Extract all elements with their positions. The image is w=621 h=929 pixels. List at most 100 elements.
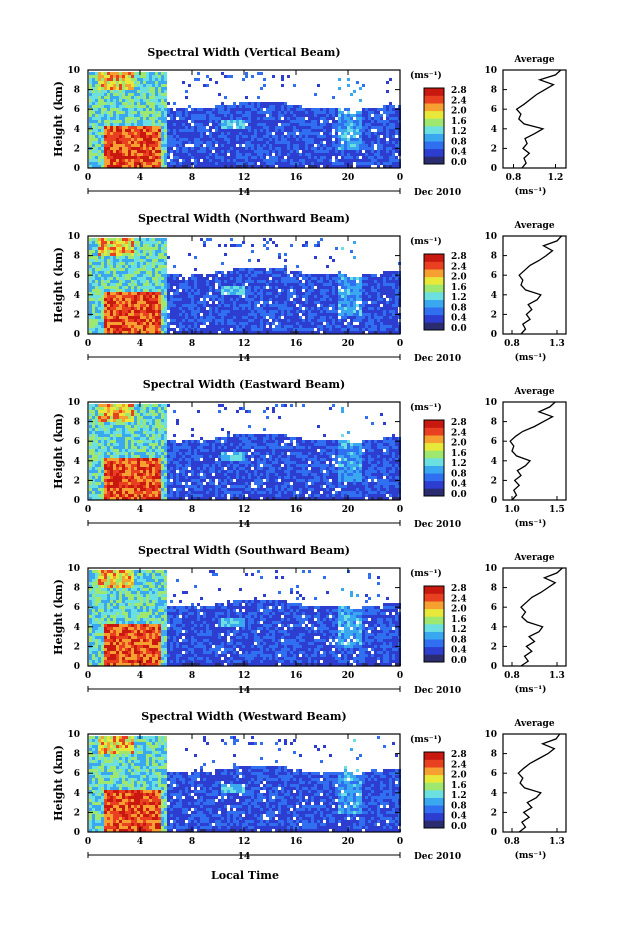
heatmap-cell — [248, 117, 251, 120]
heatmap-cell — [332, 316, 335, 319]
heatmap-cell — [260, 277, 263, 280]
heatmap-cell — [224, 325, 227, 328]
heatmap-cell — [242, 316, 245, 319]
heatmap-cell — [242, 150, 245, 153]
heatmap-cell — [149, 292, 152, 295]
heatmap-cell — [152, 153, 155, 156]
heatmap-cell — [299, 271, 302, 274]
heatmap-cell — [266, 105, 269, 108]
heatmap-cell — [104, 138, 107, 141]
heatmap-cell — [302, 331, 305, 334]
heatmap-cell — [263, 271, 266, 274]
heatmap-cell — [155, 165, 158, 168]
heatmap-cell — [101, 117, 104, 120]
heatmap-cell — [182, 313, 185, 316]
heatmap-cell — [371, 283, 374, 286]
heatmap-cell — [137, 250, 140, 253]
heatmap-cell — [296, 328, 299, 331]
heatmap-cell — [104, 253, 107, 256]
heatmap-cell — [278, 108, 281, 111]
heatmap-cell — [386, 307, 389, 310]
heatmap-cell — [206, 156, 209, 159]
heatmap-cell — [338, 283, 341, 286]
heatmap-cell — [254, 117, 257, 120]
heatmap-cell — [365, 165, 368, 168]
heatmap-cell — [278, 102, 281, 105]
heatmap-cell — [260, 331, 263, 334]
heatmap-cell — [182, 135, 185, 138]
heatmap-cell — [146, 81, 149, 84]
heatmap-cell — [272, 298, 275, 301]
heatmap-cell — [335, 150, 338, 153]
heatmap-cell — [104, 90, 107, 93]
heatmap-cell — [335, 325, 338, 328]
heatmap-cell — [395, 271, 398, 274]
heatmap-cell — [227, 274, 230, 277]
heatmap-cell — [314, 301, 317, 304]
heatmap-cell — [113, 108, 116, 111]
heatmap-cell — [107, 132, 110, 135]
heatmap-cell — [353, 141, 356, 144]
heatmap-cell — [281, 156, 284, 159]
heatmap-cell — [371, 313, 374, 316]
heatmap-cell — [116, 150, 119, 153]
heatmap-cell — [368, 162, 371, 165]
heatmap-cell — [89, 123, 92, 126]
heatmap-cell — [164, 271, 167, 274]
heatmap-cell — [290, 310, 293, 313]
heatmap-cell — [281, 325, 284, 328]
heatmap-cell — [221, 156, 224, 159]
heatmap-cell — [284, 162, 287, 165]
heatmap-cell — [395, 331, 398, 334]
heatmap-cell — [368, 147, 371, 150]
heatmap-cell — [377, 295, 380, 298]
heatmap-cell — [95, 87, 98, 90]
heatmap-cell — [311, 292, 314, 295]
heatmap-cell — [296, 301, 299, 304]
heatmap-cell — [332, 147, 335, 150]
heatmap-cell — [116, 141, 119, 144]
heatmap-cell — [134, 165, 137, 168]
heatmap-cell — [257, 295, 260, 298]
heatmap-cell — [152, 301, 155, 304]
heatmap-cell — [107, 123, 110, 126]
heatmap-cell — [98, 96, 101, 99]
heatmap-cell — [116, 111, 119, 114]
heatmap-cell — [206, 147, 209, 150]
heatmap-cell — [326, 313, 329, 316]
heatmap-cell — [101, 156, 104, 159]
heatmap-cell — [239, 298, 242, 301]
heatmap-cell — [116, 162, 119, 165]
heatmap-cell — [308, 165, 311, 168]
heatmap-cell — [254, 156, 257, 159]
heatmap-cell — [170, 310, 173, 313]
heatmap-cell — [392, 159, 395, 162]
heatmap-cell — [257, 108, 260, 111]
heatmap-cell — [173, 156, 176, 159]
heatmap-cell — [188, 298, 191, 301]
heatmap-cell — [329, 159, 332, 162]
heatmap-cell — [278, 147, 281, 150]
heatmap-cell — [101, 84, 104, 87]
heatmap-cell — [164, 120, 167, 123]
heatmap-cell — [299, 135, 302, 138]
heatmap-cell — [107, 289, 110, 292]
heatmap-cell — [176, 274, 179, 277]
heatmap-cell — [182, 150, 185, 153]
heatmap-cell — [89, 244, 92, 247]
heatmap-cell — [116, 280, 119, 283]
heatmap-cell — [182, 144, 185, 147]
heatmap-cell — [230, 292, 233, 295]
heatmap-cell — [305, 144, 308, 147]
heatmap-cell — [155, 298, 158, 301]
heatmap-cell — [293, 286, 296, 289]
heatmap-cell — [182, 307, 185, 310]
heatmap-cell — [314, 159, 317, 162]
heatmap-cell — [326, 150, 329, 153]
heatmap-cell — [263, 135, 266, 138]
heatmap-cell — [176, 135, 179, 138]
heatmap-cell — [191, 325, 194, 328]
heatmap-cell — [122, 126, 125, 129]
heatmap-cell — [386, 117, 389, 120]
heatmap-cell — [284, 310, 287, 313]
